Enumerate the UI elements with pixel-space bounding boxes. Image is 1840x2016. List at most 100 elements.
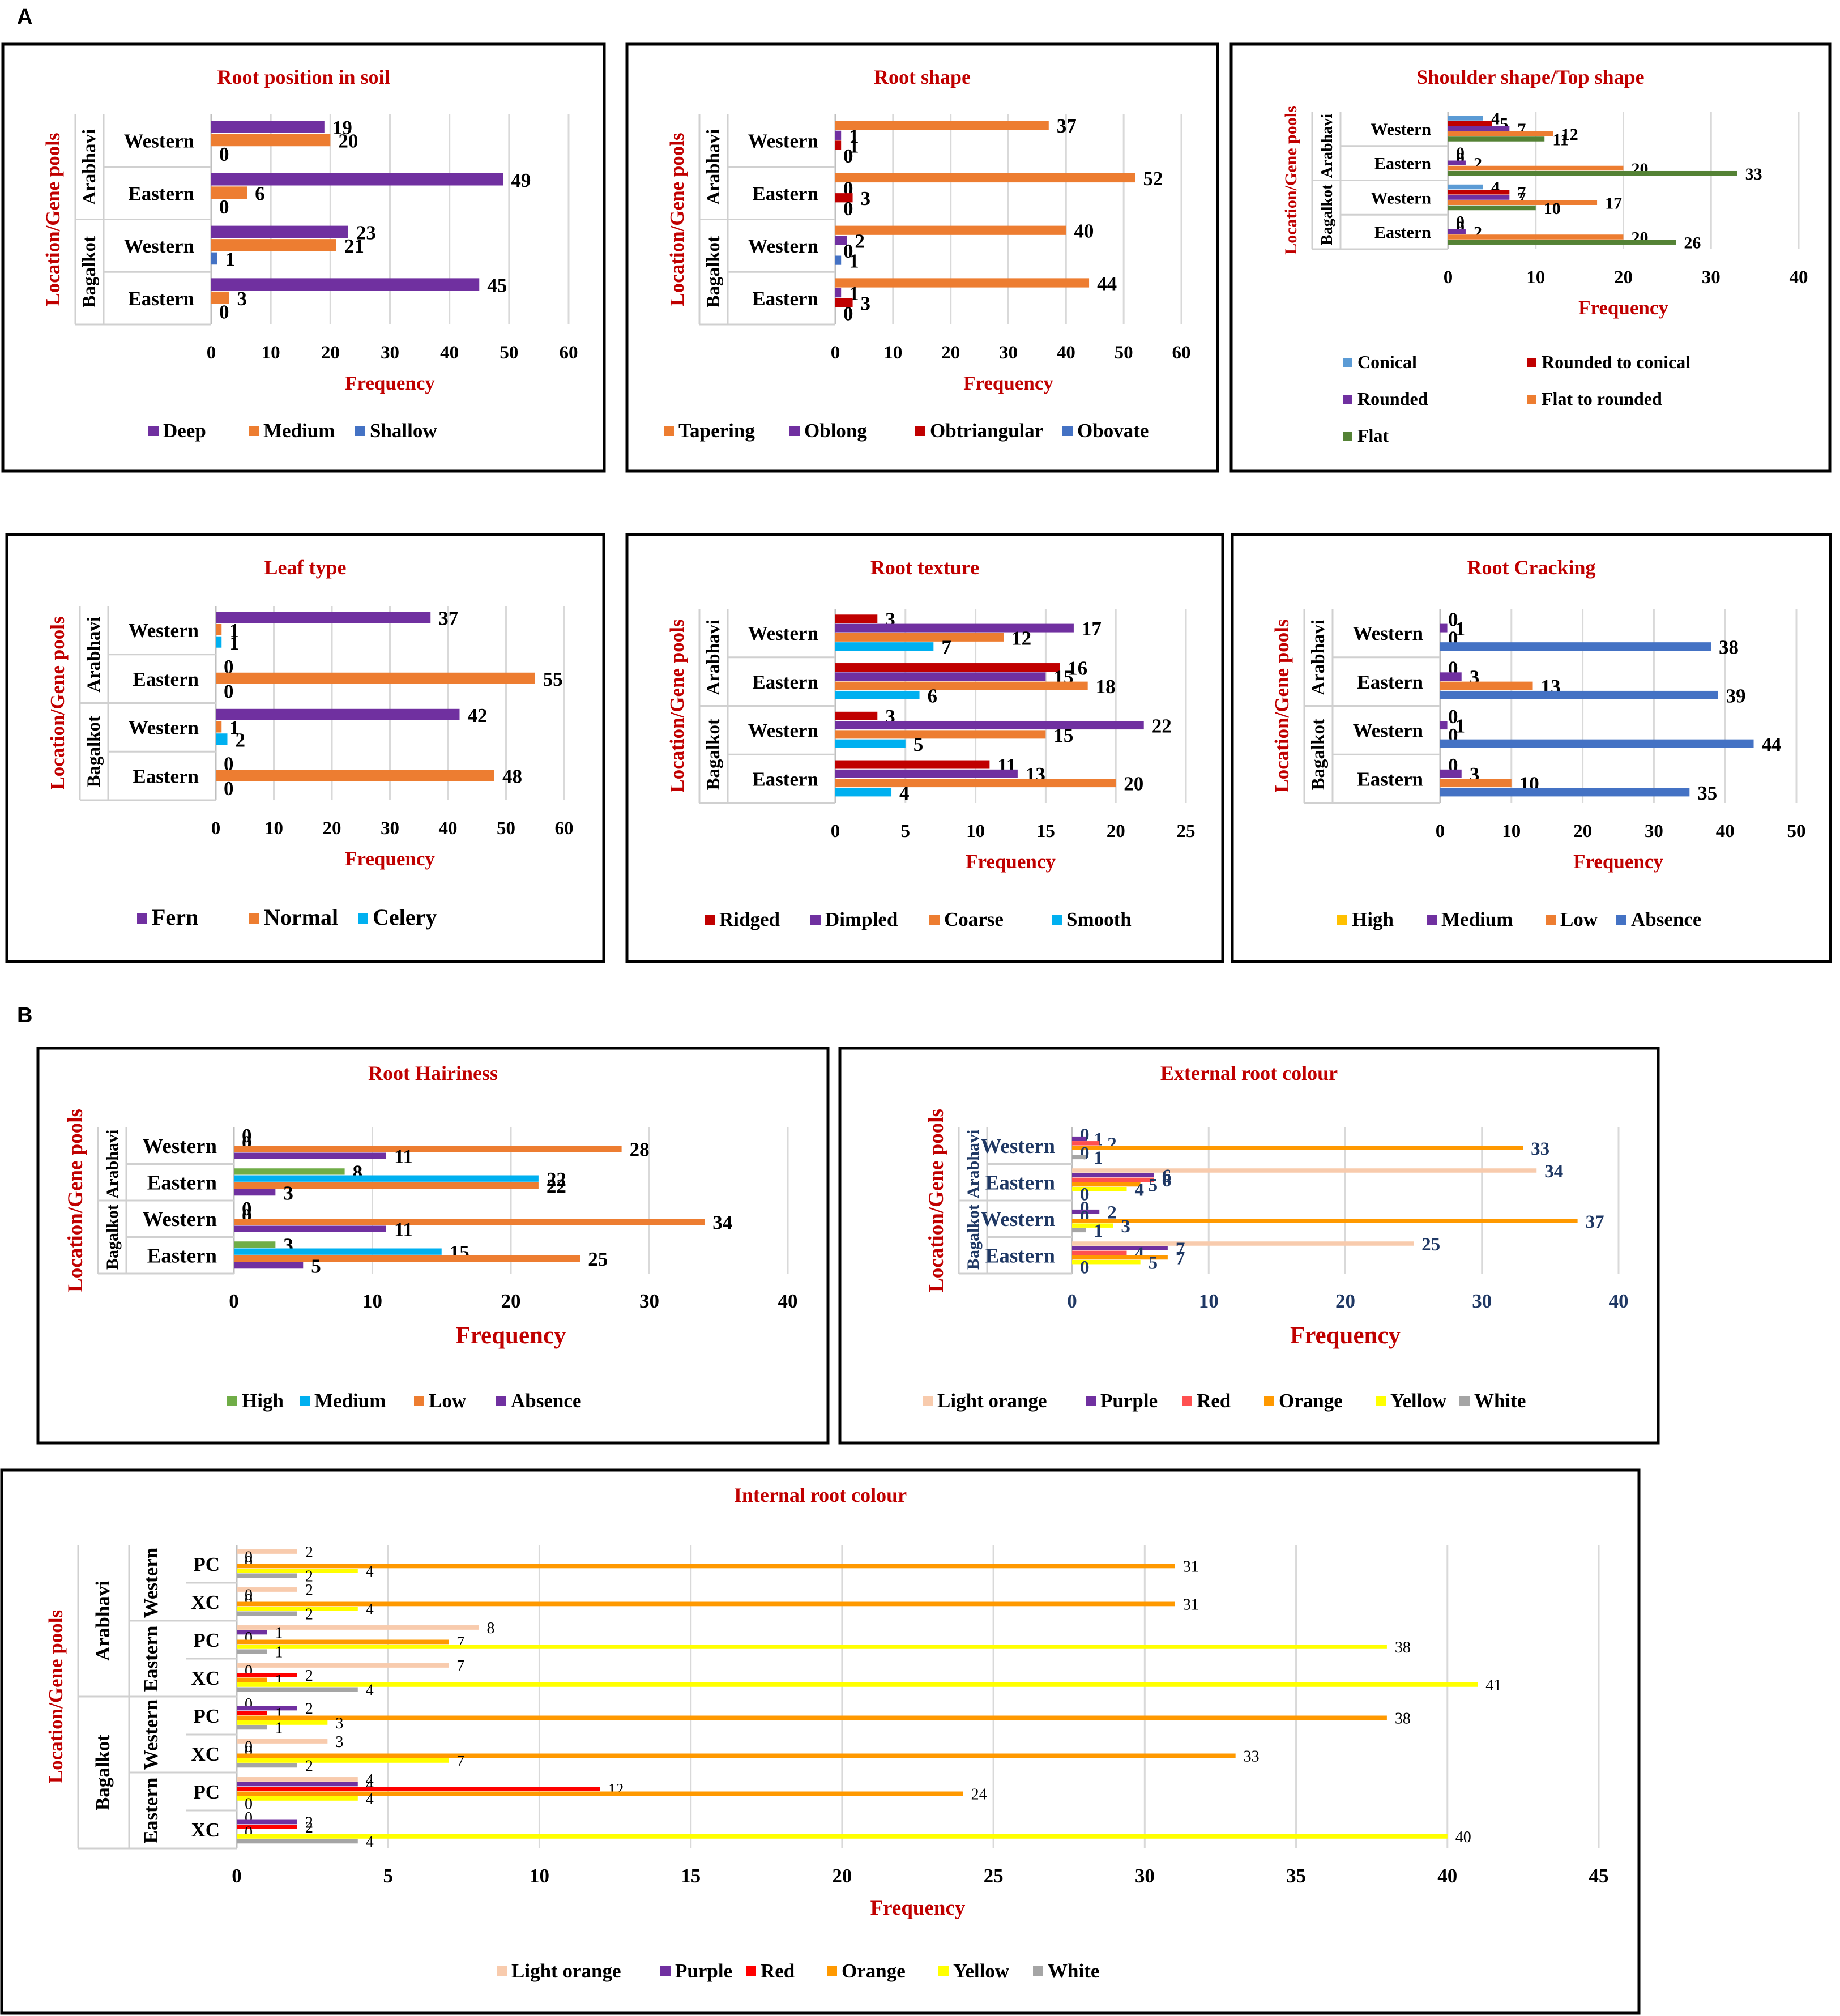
bar-flat — [1448, 205, 1536, 211]
bar-normal — [216, 770, 494, 781]
data-label: 7 — [456, 1634, 464, 1652]
bar-red — [237, 1787, 600, 1791]
legend-label: Purple — [675, 1960, 732, 1982]
data-label: 34 — [1544, 1161, 1563, 1182]
bar-yellow — [237, 1606, 358, 1611]
data-label: 0 — [245, 1629, 253, 1647]
data-label: 6 — [1162, 1171, 1172, 1191]
chart-frame — [1, 42, 606, 473]
data-label: 11 — [394, 1219, 413, 1241]
x-axis-title: Frequency — [870, 1897, 966, 1920]
data-label: 33 — [1745, 165, 1762, 183]
data-label: 31 — [1183, 1596, 1199, 1614]
bar-purple — [237, 1819, 297, 1825]
x-tick-label: 10 — [530, 1865, 549, 1887]
bar-medium — [234, 1175, 539, 1182]
legend-swatch — [148, 426, 159, 436]
legend-swatch — [137, 913, 147, 924]
data-label: 0 — [242, 1198, 252, 1220]
bar-absence — [234, 1262, 304, 1269]
bar-coarse — [835, 730, 1046, 739]
x-tick-label: 20 — [941, 343, 960, 363]
bar-medium — [1440, 721, 1448, 730]
data-label: 49 — [511, 169, 531, 191]
legend-swatch — [414, 1396, 424, 1406]
chart-frame — [625, 533, 1224, 963]
category-label: Eastern — [752, 768, 818, 790]
category-label: XC — [191, 1743, 220, 1765]
data-label: 34 — [712, 1212, 732, 1234]
x-tick-label: 25 — [1177, 821, 1196, 842]
bar-rounded — [1448, 229, 1466, 234]
group-label: Bagalkot — [84, 716, 104, 788]
bar-yellow — [237, 1682, 1478, 1687]
category-label: Western — [129, 717, 199, 739]
bar-absence — [234, 1189, 276, 1196]
y-axis-title: Location/Gene pools — [64, 1109, 87, 1292]
legend-swatch — [660, 1966, 671, 1976]
data-label: 2 — [855, 230, 865, 252]
legend-label: Oblong — [804, 420, 867, 442]
category-label: Western — [748, 720, 818, 742]
bar-ridged — [835, 614, 878, 623]
x-axis-title: Frequency — [455, 1322, 566, 1349]
bar-flat-to-rounded — [1448, 131, 1553, 136]
data-label: 0 — [1448, 706, 1458, 728]
data-label: 38 — [1395, 1710, 1411, 1728]
data-label: 1 — [229, 620, 240, 642]
category-label: Western — [142, 1208, 217, 1231]
data-label: 1 — [1455, 715, 1466, 737]
bar-yellow — [1072, 1259, 1141, 1265]
data-label: 22 — [547, 1168, 566, 1190]
bar-high — [234, 1241, 276, 1248]
bar-flat — [1448, 240, 1676, 245]
data-label: 3 — [861, 187, 871, 210]
data-label: 5 — [913, 733, 924, 755]
chart-title: Root position in soil — [217, 66, 390, 88]
legend-swatch — [227, 1396, 237, 1406]
bar-coarse — [835, 633, 1004, 642]
data-label: 2 — [305, 1819, 313, 1836]
legend-swatch — [1376, 1396, 1386, 1406]
bar-oblong — [835, 236, 847, 245]
group-label: Arabhavi — [103, 1130, 122, 1199]
y-axis-title: Location/Gene pools — [1271, 619, 1293, 792]
bar-white — [237, 1763, 297, 1768]
legend-label: High — [1352, 908, 1394, 930]
bar-flat-to-rounded — [1448, 234, 1624, 240]
x-tick-label: 5 — [901, 821, 911, 842]
bar-fern — [216, 708, 460, 720]
legend-swatch — [1343, 395, 1352, 404]
legend-swatch — [300, 1396, 310, 1406]
legend-label: Tapering — [678, 420, 755, 442]
data-label: 15 — [1053, 724, 1073, 746]
legend-label: Low — [429, 1390, 467, 1412]
data-label: 42 — [468, 704, 488, 727]
category-label: PC — [193, 1781, 220, 1803]
chart-external-colour: External root colour Western Eastern Wester… — [838, 1047, 1660, 1445]
data-label: 3 — [861, 293, 871, 315]
data-label: 2 — [305, 1568, 313, 1586]
bar-purple — [237, 1706, 297, 1711]
legend-label: Absence — [1631, 908, 1701, 930]
data-label: 1 — [275, 1672, 283, 1690]
x-tick-label: 30 — [1472, 1290, 1492, 1312]
category-label: PC — [193, 1705, 220, 1727]
bar-rounded — [1448, 195, 1510, 200]
data-label: 20 — [1124, 773, 1143, 795]
bar-red — [1072, 1250, 1127, 1255]
category-label: Eastern — [147, 1172, 217, 1195]
bar-yellow — [1072, 1223, 1113, 1228]
legend-label: Yellow — [953, 1960, 1010, 1982]
data-label: 38 — [1395, 1639, 1411, 1656]
bar-celery — [216, 636, 222, 648]
chart-root-hairiness: Root Hairiness Western Eastern Western Easte… — [36, 1047, 830, 1445]
legend-label: Obtriangular — [930, 420, 1043, 442]
data-label: 0 — [843, 240, 853, 262]
data-label: 4 — [366, 1563, 374, 1581]
data-label: 0 — [245, 1739, 253, 1756]
x-tick-label: 40 — [1057, 343, 1075, 363]
bar-yellow — [237, 1834, 1448, 1839]
data-label: 2 — [305, 1582, 313, 1599]
data-label: 1 — [275, 1625, 283, 1642]
